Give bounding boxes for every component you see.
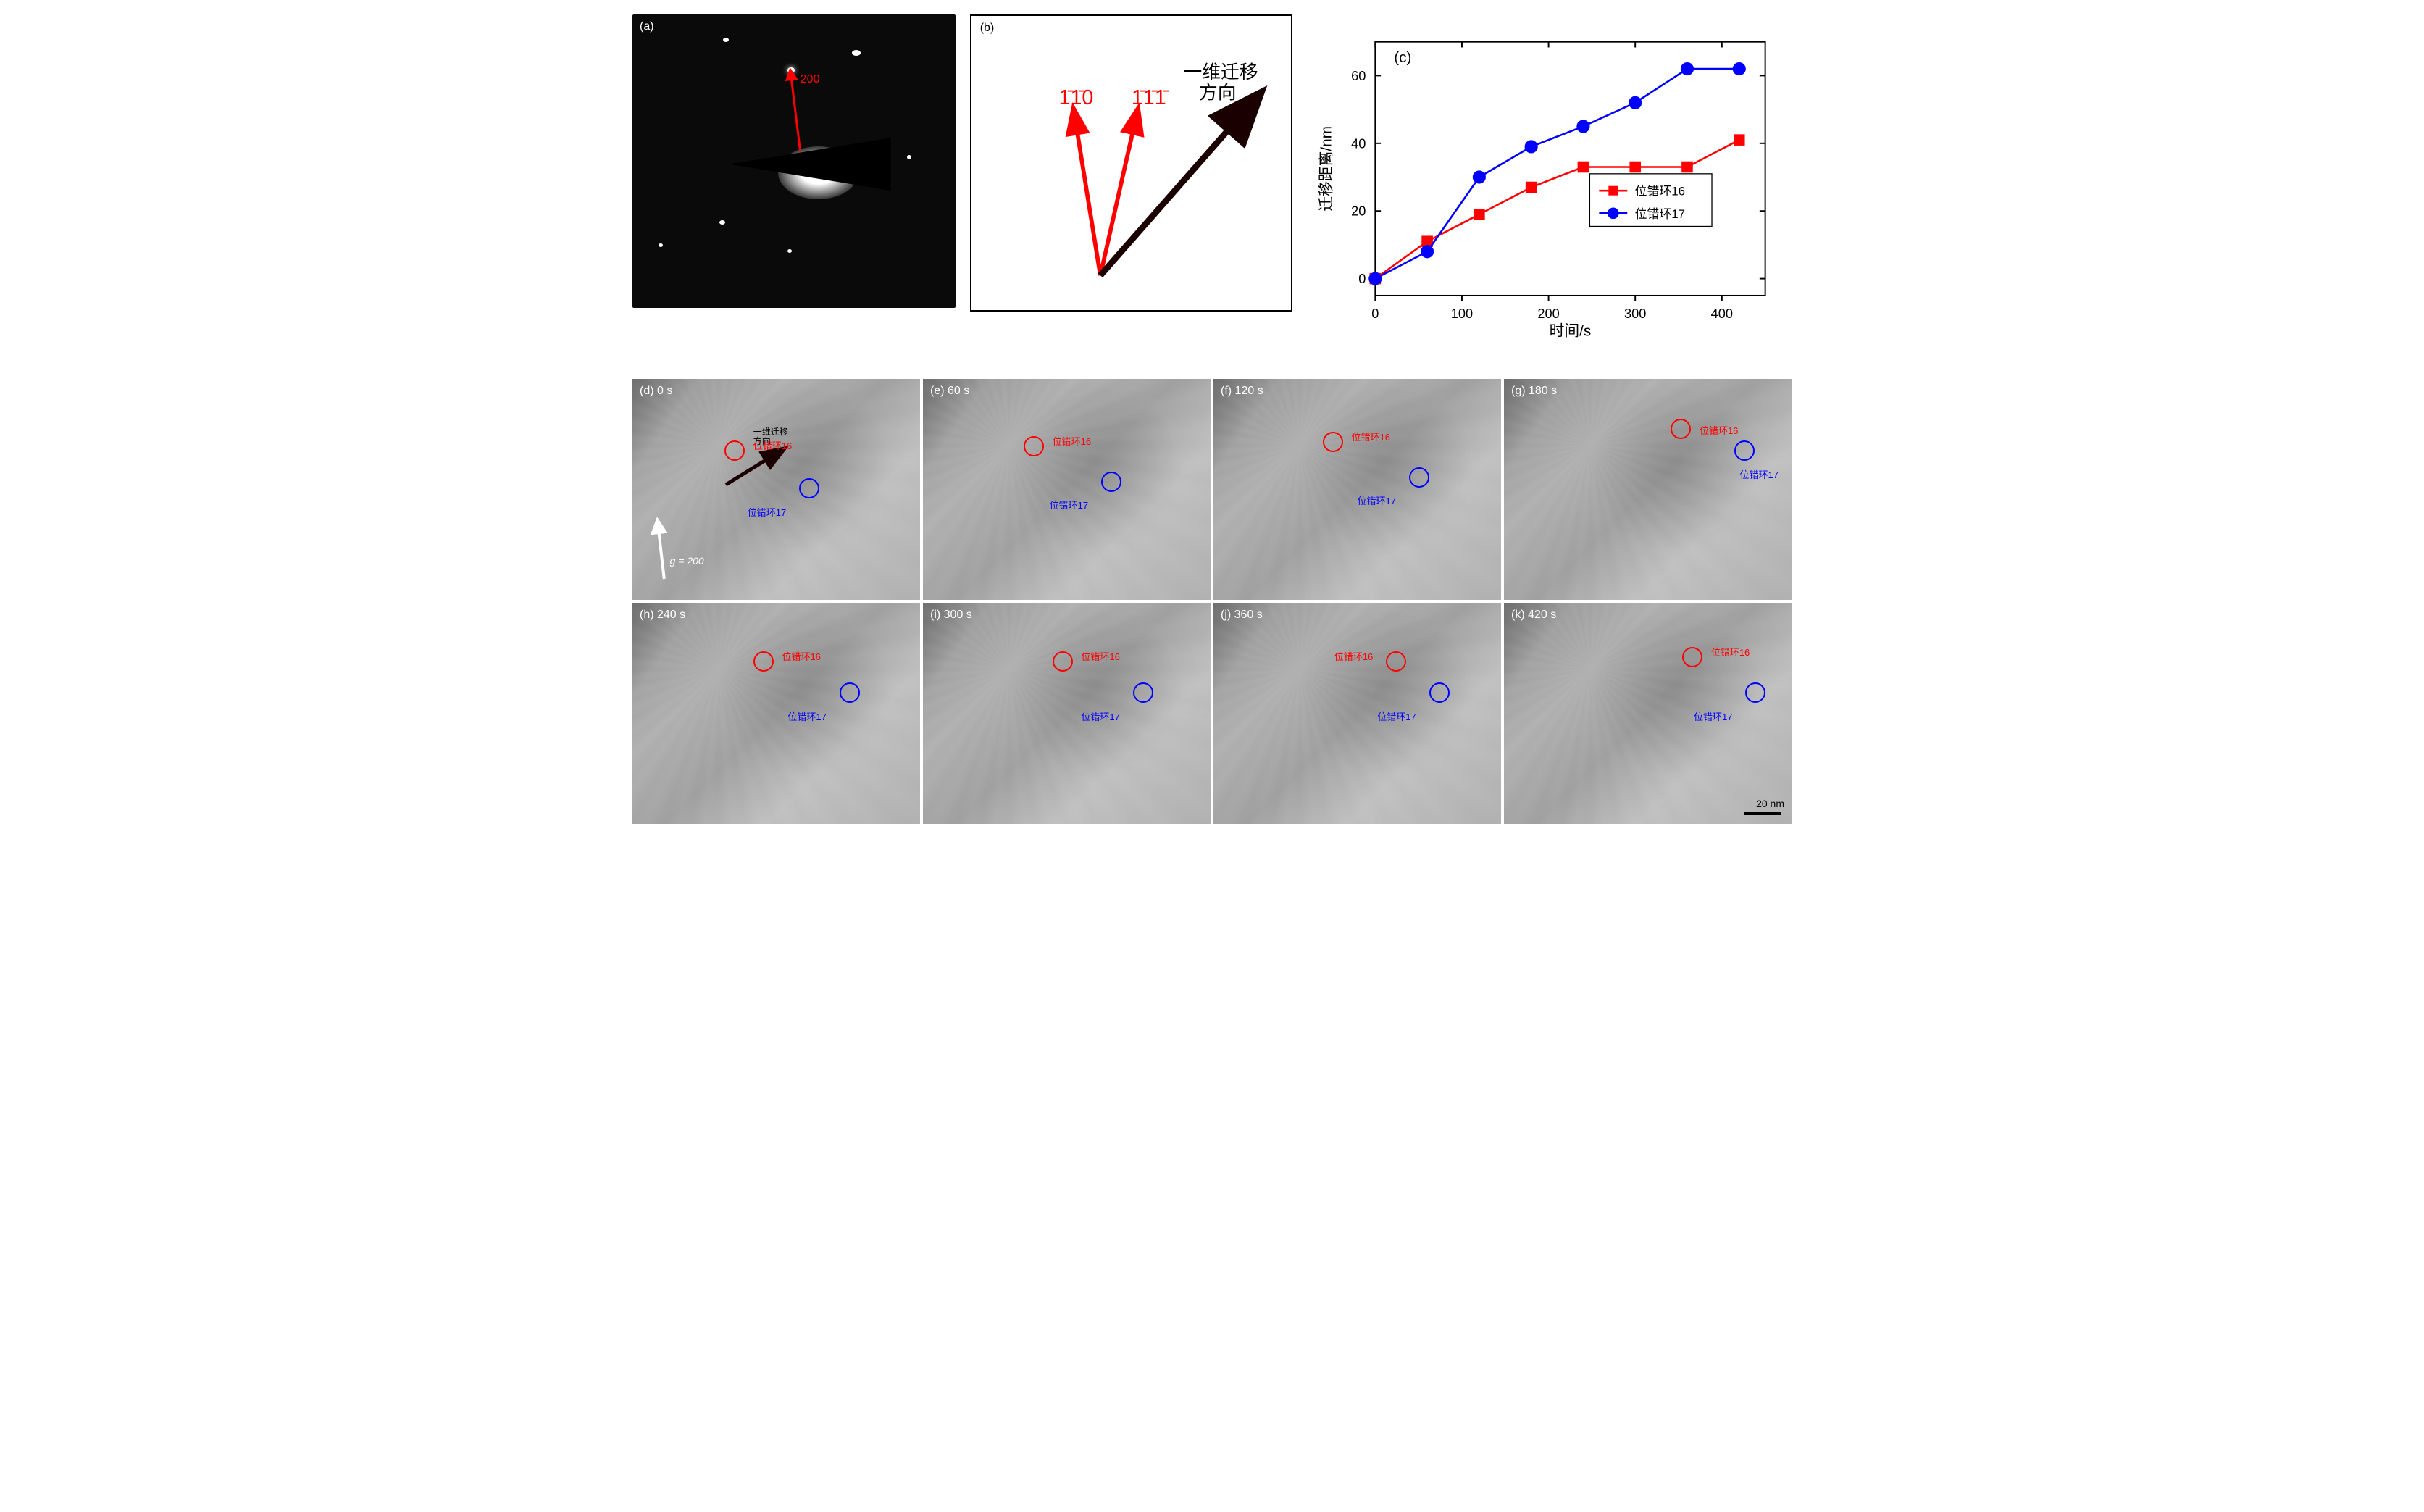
loop-17-label: 位错环17 — [1081, 709, 1119, 723]
vec1-text: 1̄1̄0 — [1058, 86, 1093, 109]
g-vector-label: g = 200 — [670, 555, 704, 567]
loop-17-circle — [1429, 682, 1450, 703]
tem-panel-k: (k) 420 s 位错环16 位错环17 20 nm — [1504, 603, 1792, 824]
svg-text:位错环16: 位错环16 — [1635, 185, 1685, 199]
direction-vectors-svg: 1̄1̄0 1̄1̄1̄ 一维迁移 方向 — [971, 16, 1292, 306]
panel-b-label: (b) — [980, 22, 995, 35]
svg-text:40: 40 — [1352, 136, 1366, 151]
top-row: (a) 200 — [632, 14, 1792, 364]
loop-17-label: 位错环17 — [748, 505, 786, 519]
panel-e-label: (e) 60 s — [930, 385, 969, 398]
loop-16-circle — [1682, 647, 1702, 667]
panel-h-label: (h) 240 s — [640, 609, 685, 622]
diffraction-spot — [723, 38, 729, 42]
panel-d-label: (d) 0 s — [640, 385, 672, 398]
g-vector-arrow — [647, 516, 690, 582]
direction-diagram: (b) 1̄1̄0 1̄1̄1̄ 一维迁移 方向 — [970, 14, 1293, 312]
tem-row-2: (h) 240 s位错环16位错环17(i) 300 s位错环16位错环17(j… — [632, 603, 1792, 824]
loop-16-circle — [1024, 436, 1044, 456]
loop-17-label: 位错环17 — [1694, 709, 1732, 723]
panel-c: 0 100 200 300 400 0 20 40 60 时间/s 迁移距离/nm (c) 位错环16 位… — [1307, 14, 1792, 364]
spot-200-label: 200 — [801, 73, 820, 86]
loop-17-label: 位错环17 — [1358, 493, 1396, 507]
loop-16-circle — [1053, 651, 1073, 672]
loop-16-label: 位错环16 — [753, 438, 792, 452]
svg-text:60: 60 — [1352, 69, 1366, 83]
loop-17-label: 位错环17 — [1377, 709, 1416, 723]
svg-text:0: 0 — [1359, 272, 1366, 286]
loop-16-label: 位错环16 — [1352, 430, 1390, 443]
loop-17-label: 位错环17 — [1050, 498, 1088, 511]
svg-text:位错环17: 位错环17 — [1635, 207, 1685, 221]
diffraction-spot — [719, 220, 725, 225]
loop-16-label: 位错环16 — [1711, 645, 1750, 659]
tem-panel-h: (h) 240 s 位错环16 位错环17 — [632, 603, 920, 824]
panel-f-label: (f) 120 s — [1221, 385, 1263, 398]
loop-16-circle — [724, 440, 745, 461]
migration-text-2: 方向 — [1199, 83, 1237, 104]
svg-text:时间/s: 时间/s — [1550, 323, 1592, 340]
panel-a: (a) 200 — [632, 14, 956, 364]
loop-16-label: 位错环16 — [1053, 434, 1091, 448]
diffraction-spot — [659, 243, 663, 247]
panel-g-label: (g) 180 s — [1511, 385, 1557, 398]
loop-16-circle — [1671, 419, 1691, 439]
tem-panel-i: (i) 300 s 位错环16 位错环17 — [923, 603, 1211, 824]
loop-16-circle — [753, 651, 774, 672]
scale-label: 20 nm — [1756, 798, 1784, 809]
svg-text:20: 20 — [1352, 204, 1366, 219]
loop-16-circle — [1323, 432, 1343, 452]
svg-text:(c): (c) — [1395, 49, 1412, 66]
loop-17-label: 位错环17 — [1740, 467, 1779, 481]
tem-panel-g: (g) 180 s 位错环16 位错环17 — [1504, 379, 1792, 600]
scale-bar — [1744, 812, 1781, 815]
svg-text:200: 200 — [1538, 306, 1560, 321]
migration-text-1: 一维迁移 — [1183, 62, 1258, 83]
diffraction-spot — [787, 249, 792, 253]
panel-a-label: (a) — [640, 20, 654, 33]
loop-17-circle — [1734, 440, 1755, 461]
tem-row-1: (d) 0 s位错环16位错环17g = 200一维迁移方向(e) 60 s位错… — [632, 379, 1792, 600]
svg-text:100: 100 — [1451, 306, 1473, 321]
loop-16-label: 位错环16 — [1081, 649, 1119, 663]
panel-k-label: (k) 420 s — [1511, 609, 1556, 622]
diffraction-spot — [907, 155, 911, 159]
tem-panel-j: (j) 360 s 位错环16 位错环17 — [1213, 603, 1501, 824]
chart-svg: 0 100 200 300 400 0 20 40 60 时间/s 迁移距离/nm (c) 位错环16 位… — [1314, 22, 1784, 354]
vec2-text: 1̄1̄1̄ — [1132, 86, 1169, 109]
diffraction-spot — [852, 50, 861, 56]
svg-text:400: 400 — [1711, 306, 1733, 321]
tem-panel-d: (d) 0 s位错环16位错环17g = 200一维迁移方向 — [632, 379, 920, 600]
loop-16-label: 位错环16 — [782, 649, 820, 663]
loop-17-circle — [1101, 472, 1121, 492]
loop-17-circle — [840, 682, 860, 703]
panel-b: (b) 1̄1̄0 1̄1̄1̄ 一维迁移 方向 — [970, 14, 1293, 364]
loop-16-label: 位错环16 — [1334, 649, 1373, 663]
loop-17-circle — [1409, 467, 1429, 488]
tem-panel-f: (f) 120 s 位错环16 位错环17 — [1213, 379, 1501, 600]
loop-17-label: 位错环17 — [787, 709, 826, 723]
panel-j-label: (j) 360 s — [1221, 609, 1263, 622]
loop-17-circle — [1133, 682, 1153, 703]
diffraction-pattern: (a) 200 — [632, 14, 956, 308]
svg-text:300: 300 — [1624, 306, 1646, 321]
migration-chart: 0 100 200 300 400 0 20 40 60 时间/s 迁移距离/nm (c) 位错环16 位… — [1307, 14, 1792, 364]
svg-text:迁移距离/nm: 迁移距离/nm — [1318, 126, 1335, 212]
tem-panel-e: (e) 60 s 位错环16 位错环17 — [923, 379, 1211, 600]
panel-i-label: (i) 300 s — [930, 609, 972, 622]
figure-container: (a) 200 — [632, 14, 1792, 824]
loop-16-label: 位错环16 — [1700, 423, 1738, 437]
svg-text:0: 0 — [1372, 306, 1379, 321]
